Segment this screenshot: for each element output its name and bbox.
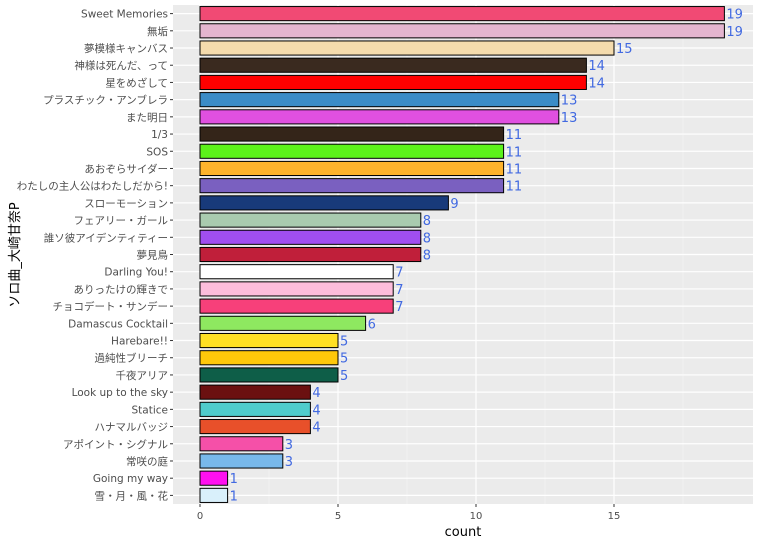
y-tick-label: ありったけの輝きで: [74, 284, 169, 296]
y-tick-label: また明日: [126, 112, 168, 124]
data-label: 7: [395, 266, 403, 281]
y-tick-label: スローモーション: [84, 198, 168, 210]
y-axis-ticks: Sweet Memories 無垢夢模様キャンバス神様は死んだ、って星をめざしてプ…: [17, 9, 173, 502]
bar: [199, 401, 311, 417]
y-tick-label: Going my way: [93, 473, 168, 485]
data-label: 8: [423, 231, 431, 246]
data-label: 4: [312, 403, 320, 418]
data-label: 11: [506, 180, 523, 195]
bar: [199, 126, 505, 142]
bar: [199, 246, 422, 263]
bar: [199, 6, 725, 22]
y-tick-label: 誰ソ彼アイデンティティー: [44, 231, 168, 244]
bar: [199, 350, 339, 366]
data-label: 3: [285, 438, 293, 453]
bars: [199, 6, 725, 503]
data-label: 7: [395, 283, 403, 298]
data-label: 8: [423, 214, 431, 229]
y-tick-label: Statice: [132, 404, 168, 416]
y-tick-label: 夢見鳥: [137, 249, 169, 262]
y-tick-label: Darling You!: [104, 267, 168, 279]
data-label: 8: [423, 249, 431, 264]
bar: [199, 40, 615, 56]
bar: [199, 487, 229, 503]
data-label: 13: [561, 111, 578, 126]
y-tick-label: 無垢: [147, 25, 168, 38]
x-tick-label: 5: [335, 511, 341, 522]
data-label: 1: [230, 489, 238, 504]
y-tick-label: 1/3: [151, 129, 168, 141]
bar: [199, 57, 587, 73]
bar: [199, 453, 284, 469]
data-label: 3: [285, 455, 293, 470]
y-tick-label: わたしの主人公はわたしだから!: [17, 181, 168, 193]
data-label: 5: [340, 335, 348, 350]
data-label: 7: [395, 300, 403, 315]
bar: [199, 178, 505, 194]
data-label: 19: [726, 25, 743, 40]
y-tick-label: Harebare!!: [111, 336, 168, 348]
y-tick-label: フェアリー・ガール: [74, 215, 169, 227]
x-tick-label: 15: [608, 511, 621, 522]
y-tick-label: 夢模様キャンバス: [84, 42, 168, 55]
bar: [199, 367, 339, 383]
data-label: 13: [561, 94, 578, 109]
data-label: 11: [506, 145, 523, 160]
y-axis-title: ソロ曲_大崎甘奈P: [8, 202, 23, 308]
y-tick-label: 過純性ブリーチ: [95, 352, 169, 365]
x-axis-ticks: 0 5 10 15: [197, 504, 621, 522]
y-tick-label: Sweet Memories: [81, 9, 168, 21]
y-tick-label: 星をめざして: [105, 76, 168, 89]
bar: [199, 109, 560, 125]
y-tick-label: SOS: [146, 146, 168, 158]
bar: [199, 74, 587, 90]
data-label: 4: [312, 386, 320, 401]
data-label: 6: [368, 317, 376, 332]
bar: [199, 470, 229, 486]
y-tick-label: Look up to the sky: [72, 387, 168, 399]
y-tick-label: アポイント・シグナル: [63, 438, 168, 451]
bar: [199, 332, 339, 349]
x-tick-label: 0: [197, 511, 203, 522]
data-label: 19: [726, 8, 743, 23]
data-label: 15: [616, 42, 633, 57]
bar: [199, 264, 394, 280]
data-label: 11: [506, 128, 523, 143]
x-axis-title: count: [445, 525, 482, 540]
y-tick-label: プラスチック・アンブレラ: [43, 94, 168, 107]
bar: [199, 419, 311, 435]
y-tick-label: あおぞらサイダー: [84, 162, 168, 175]
y-tick-label: Damascus Cocktail: [68, 318, 168, 330]
bar: [199, 315, 367, 331]
y-tick-label: 千夜アリア: [116, 369, 169, 382]
bar: [199, 143, 505, 159]
bar: [199, 160, 505, 177]
data-label: 14: [588, 76, 605, 91]
bar: [199, 281, 394, 297]
y-tick-label: 雪・月・風・花: [95, 489, 169, 502]
bar: [199, 298, 394, 314]
y-tick-label: ハナマルバッジ: [95, 422, 169, 434]
y-tick-label: チョコデート・サンデー: [53, 300, 169, 313]
bar: [199, 195, 449, 211]
data-label: 5: [340, 369, 348, 384]
data-label: 4: [312, 421, 320, 436]
bar: [199, 384, 311, 400]
data-label: 14: [588, 59, 605, 74]
bar: [199, 92, 560, 108]
y-tick-label: 常咲の庭: [126, 455, 168, 468]
y-tick-label: 神様は死んだ、って: [74, 59, 168, 72]
bar: [199, 23, 725, 39]
bar: [199, 436, 284, 452]
bar: [199, 229, 422, 245]
data-label: 9: [450, 197, 458, 212]
data-label: 5: [340, 352, 348, 367]
bar: [199, 212, 422, 228]
x-tick-label: 10: [470, 511, 483, 522]
data-label: 11: [506, 162, 523, 177]
data-label: 1: [230, 472, 238, 487]
